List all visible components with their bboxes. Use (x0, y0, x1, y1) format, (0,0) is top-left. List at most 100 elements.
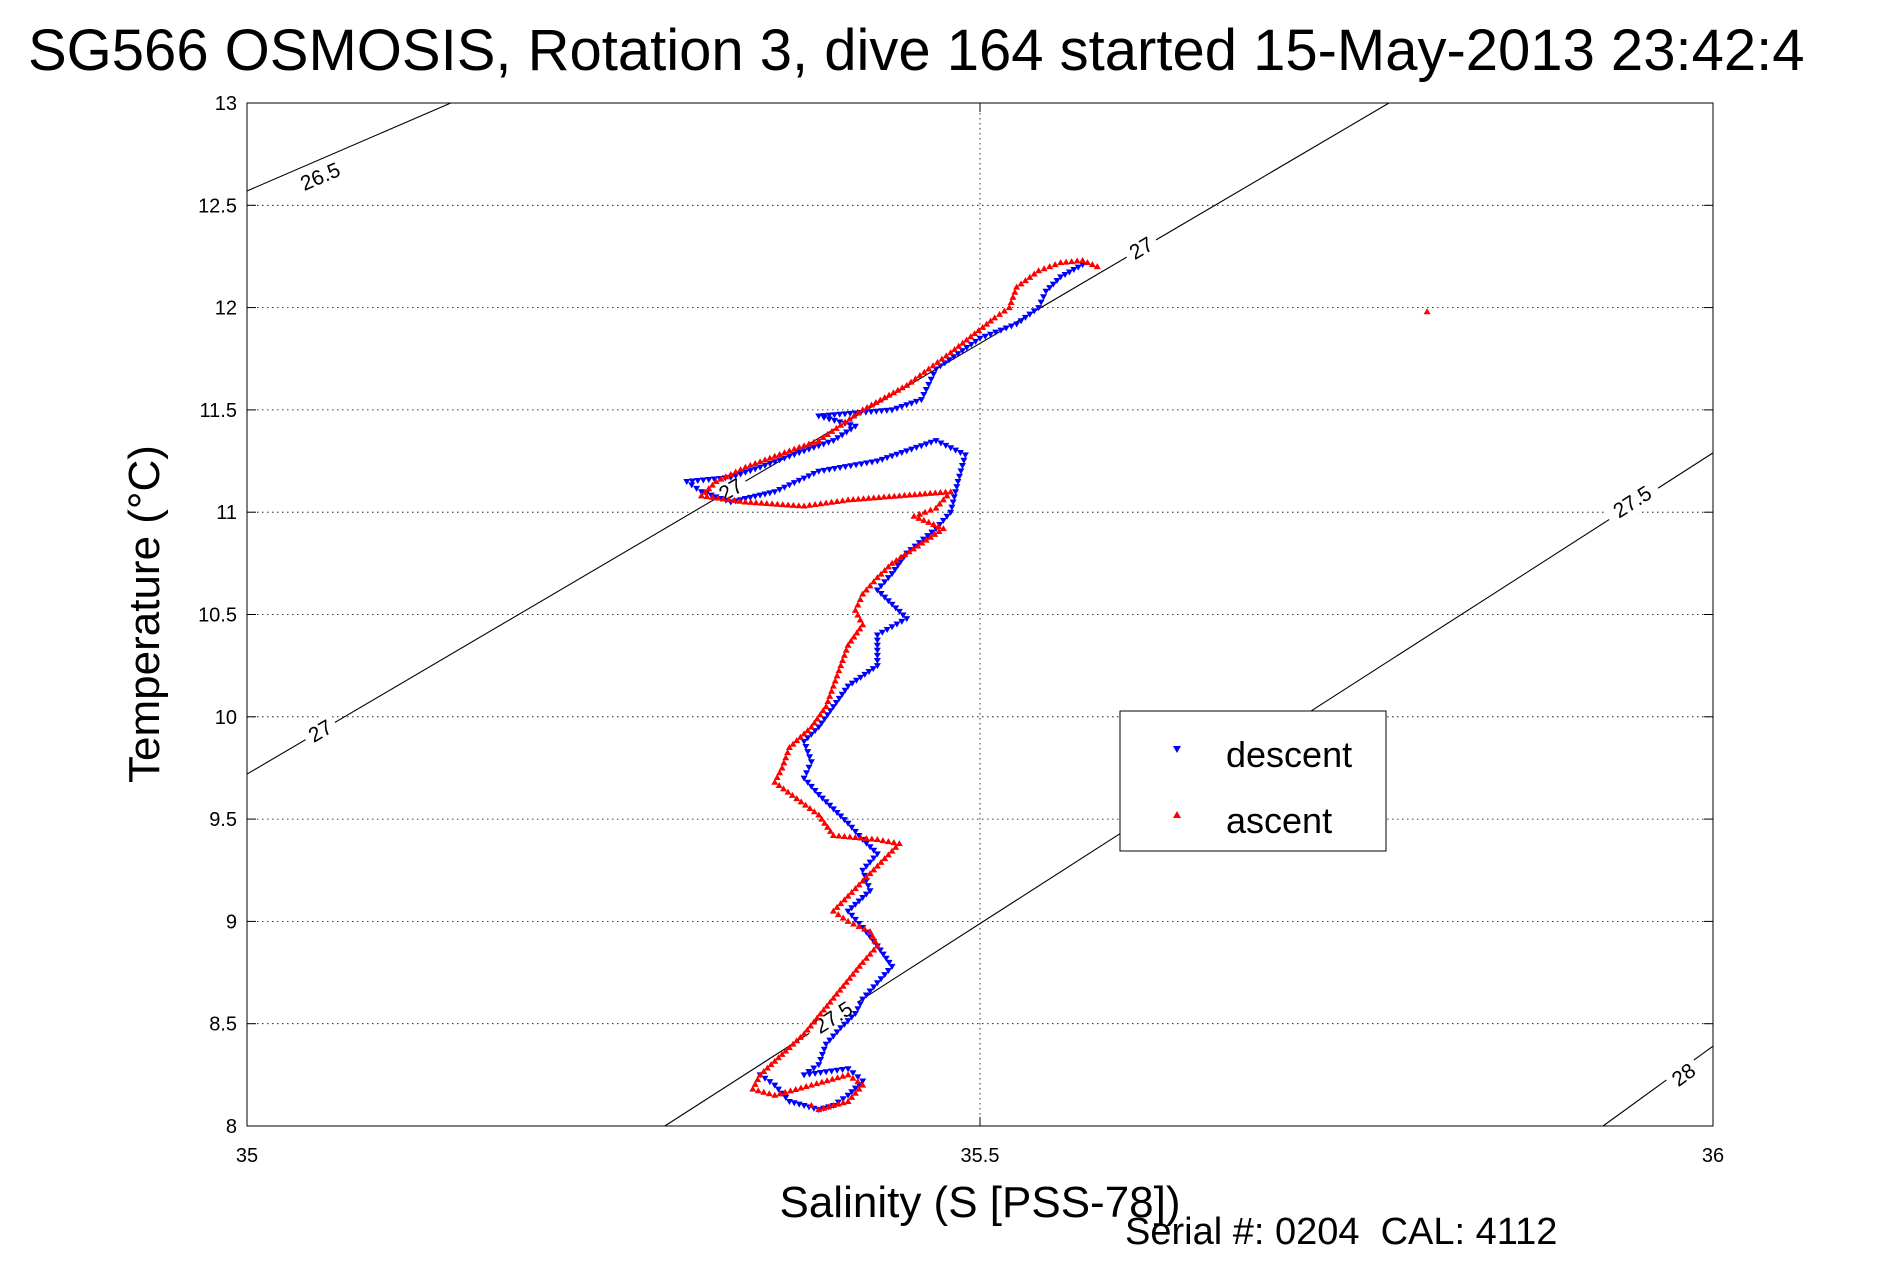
descent-point (948, 504, 956, 511)
descent-point (888, 571, 896, 578)
descent-point (1074, 264, 1082, 271)
ascent-point (859, 590, 867, 597)
ascent-point (800, 442, 808, 449)
descent-point (800, 1072, 808, 1079)
descent-point (952, 447, 960, 454)
ascent-point (829, 682, 837, 689)
descent-point (857, 461, 865, 468)
descent-point (834, 435, 842, 442)
descent-point (766, 461, 774, 468)
descent-point (868, 459, 876, 466)
contour-label-background (299, 712, 342, 751)
ascent-point (967, 333, 975, 340)
descent-point (761, 491, 769, 498)
ascent-point (725, 496, 733, 503)
descent-point (841, 464, 849, 471)
ascent-point (810, 1018, 818, 1025)
descent-point (972, 338, 980, 345)
descent-point (859, 895, 867, 902)
ascent-point (815, 1106, 823, 1113)
descent-point (795, 477, 803, 484)
ascent-point (868, 932, 876, 939)
ascent-point (773, 773, 781, 780)
ascent-point (901, 551, 909, 558)
x-axis-ticks: 35 35.5 36 (236, 103, 1724, 1167)
descent-point (817, 1057, 825, 1064)
ascent-point (898, 384, 906, 391)
descent-point (924, 533, 932, 540)
ascent-point (854, 1078, 862, 1085)
descent-point (961, 452, 969, 459)
descent-point (844, 820, 852, 827)
descent-point (818, 1051, 826, 1058)
descent-point (870, 847, 878, 854)
ascent-point (818, 815, 826, 822)
ascent-point (800, 502, 808, 509)
descent-point (927, 439, 935, 446)
ascent-point (939, 496, 947, 503)
descent-point (967, 341, 975, 348)
descent-point (844, 1018, 852, 1025)
descent-point (856, 1001, 864, 1008)
y-axis-ticks: 8 8.5 9 9.5 10 10.5 11 11.5 12 12.5 13 (198, 93, 1713, 1138)
y-tick-label: 10 (215, 707, 237, 729)
ascent-point (903, 381, 911, 388)
ascent-point (971, 330, 979, 337)
descent-point (756, 492, 764, 499)
ascent-point (844, 892, 852, 899)
ascent-point (895, 492, 903, 499)
ascent-point (862, 873, 870, 880)
ascent-point (752, 499, 760, 506)
descent-point (833, 809, 841, 816)
ascent-point (824, 430, 832, 437)
ascent-point (785, 447, 793, 454)
data-series (683, 257, 1431, 1114)
ascent-point (844, 496, 852, 503)
descent-point (746, 494, 754, 501)
descent-point (873, 587, 881, 594)
ascent-point (776, 1090, 784, 1097)
descent-point (1079, 262, 1087, 269)
ascent-point (959, 339, 967, 346)
descent-point (785, 453, 793, 460)
ascent-point (834, 911, 842, 918)
ascent-point (1423, 308, 1431, 315)
ascent-point (910, 512, 918, 519)
descent-point (954, 351, 962, 358)
ascent-point (763, 1064, 771, 1071)
descent-point (1013, 321, 1021, 328)
descent-point (688, 478, 696, 485)
descent-point (862, 891, 870, 898)
ascent-point (911, 375, 919, 382)
ascent-point (855, 923, 863, 930)
ascent-point (800, 1030, 808, 1037)
ascent-point (816, 711, 824, 718)
descent-point (836, 465, 844, 472)
descent-point (870, 984, 878, 991)
series-ascent (697, 257, 1431, 1113)
ascent-point (879, 837, 887, 844)
ascent-point (784, 788, 792, 795)
descent-point (851, 901, 859, 908)
descent-point (825, 439, 833, 446)
ascent-point (819, 434, 827, 441)
ascent-point (796, 733, 804, 740)
legend-ascent-label: ascent (1226, 800, 1332, 841)
ascent-point (747, 498, 755, 505)
ascent-point (834, 1100, 842, 1107)
ascent-point (859, 1081, 867, 1088)
descent-point (894, 562, 902, 569)
ascent-point (866, 582, 874, 589)
ascent-point (839, 657, 847, 664)
descent-point (830, 412, 838, 419)
ascent-point (766, 454, 774, 461)
descent-point (947, 445, 955, 452)
descent-point (790, 451, 798, 458)
descent-point (826, 802, 834, 809)
ascent-point (813, 1080, 821, 1087)
ascent-point (708, 493, 716, 500)
descent-point (807, 783, 815, 790)
descent-point (707, 492, 715, 499)
ascent-point (931, 530, 939, 537)
